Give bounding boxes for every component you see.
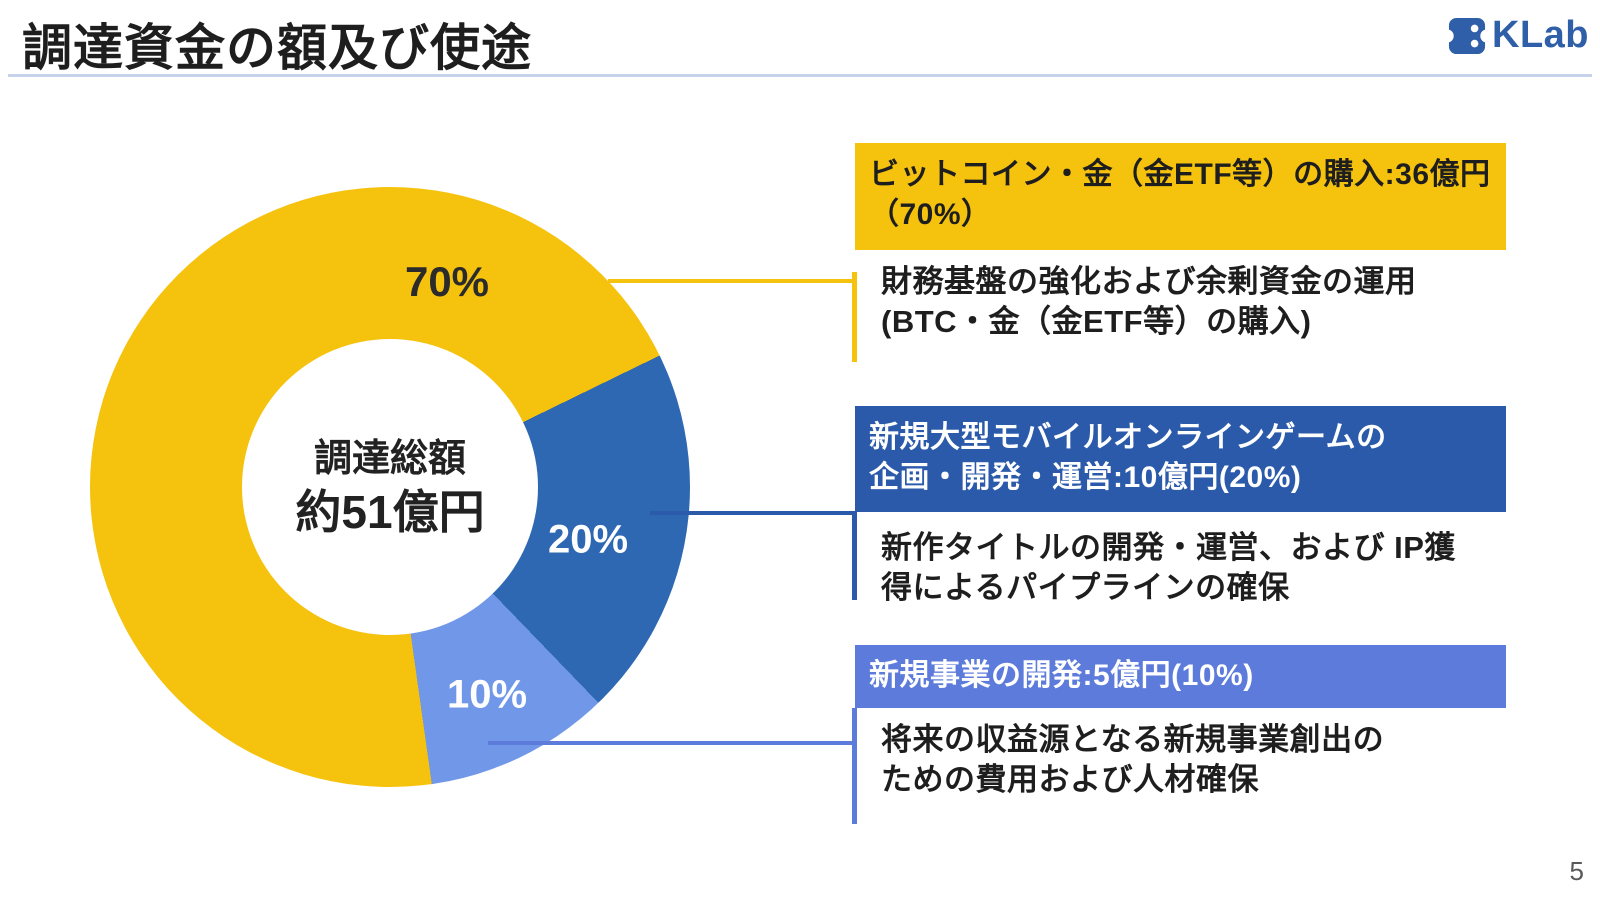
callout-body-new-business: 将来の収益源となる新規事業創出の ための費用および人材確保 (857, 708, 1506, 824)
callout-header-bitcoin-gold: ビットコイン・金（金ETF等）の購入:36億円 （70%） (855, 143, 1506, 250)
connector-line-70 (608, 279, 852, 283)
callout-header-line: 企画・開発・運営:10億円(20%) (869, 461, 1302, 494)
title-underline (8, 74, 1592, 77)
callout-header-new-business: 新規事業の開発:5億円(10%) (855, 645, 1506, 708)
donut-center: 調達総額 約51億円 (242, 339, 538, 635)
pie-label-10: 10% (446, 672, 528, 717)
pie-label-20: 20% (547, 517, 629, 562)
pie-label-70: 70% (404, 258, 490, 305)
accent-bar-70 (852, 272, 857, 362)
donut-center-amount: 約51億円 (295, 486, 485, 538)
accent-bar-10 (852, 708, 857, 824)
donut-center-title: 調達総額 (313, 438, 466, 480)
callout-body-line: ための費用および人材確保 (881, 762, 1259, 797)
callout-header-line: （70%） (869, 198, 992, 231)
klab-logo-text: KLab (1492, 14, 1589, 56)
callout-body-line: 将来の収益源となる新規事業創出の (881, 722, 1385, 757)
callout-body-line: 財務基盤の強化および余剰資金の運用 (881, 264, 1417, 299)
klab-logo-icon (1440, 17, 1494, 55)
callout-header-mobile-game: 新規大型モバイルオンラインゲームの 企画・開発・運営:10億円(20%) (855, 406, 1506, 512)
callout-body-line: 得によるパイプラインの確保 (881, 570, 1290, 605)
page-title: 調達資金の額及び使途 (22, 20, 532, 76)
callout-body-line: 新作タイトルの開発・運営、および IP獲 (881, 530, 1456, 565)
accent-bar-20 (852, 511, 857, 600)
callout-body-mobile-game: 新作タイトルの開発・運営、および IP獲 得によるパイプラインの確保 (857, 512, 1506, 612)
callout-body-line: (BTC・金（金ETF等）の購入) (881, 304, 1312, 339)
connector-line-20 (650, 511, 852, 515)
callout-header-line: 新規事業の開発:5億円(10%) (869, 659, 1254, 692)
connector-line-10 (488, 741, 852, 745)
callout-body-bitcoin-gold: 財務基盤の強化および余剰資金の運用 (BTC・金（金ETF等）の購入) (857, 252, 1506, 365)
page-number: 5 (1569, 856, 1584, 886)
callout-header-line: 新規大型モバイルオンラインゲームの (869, 421, 1387, 454)
callout-header-line: ビットコイン・金（金ETF等）の購入:36億円 (869, 158, 1491, 191)
klab-logo: KLab (1440, 14, 1589, 57)
